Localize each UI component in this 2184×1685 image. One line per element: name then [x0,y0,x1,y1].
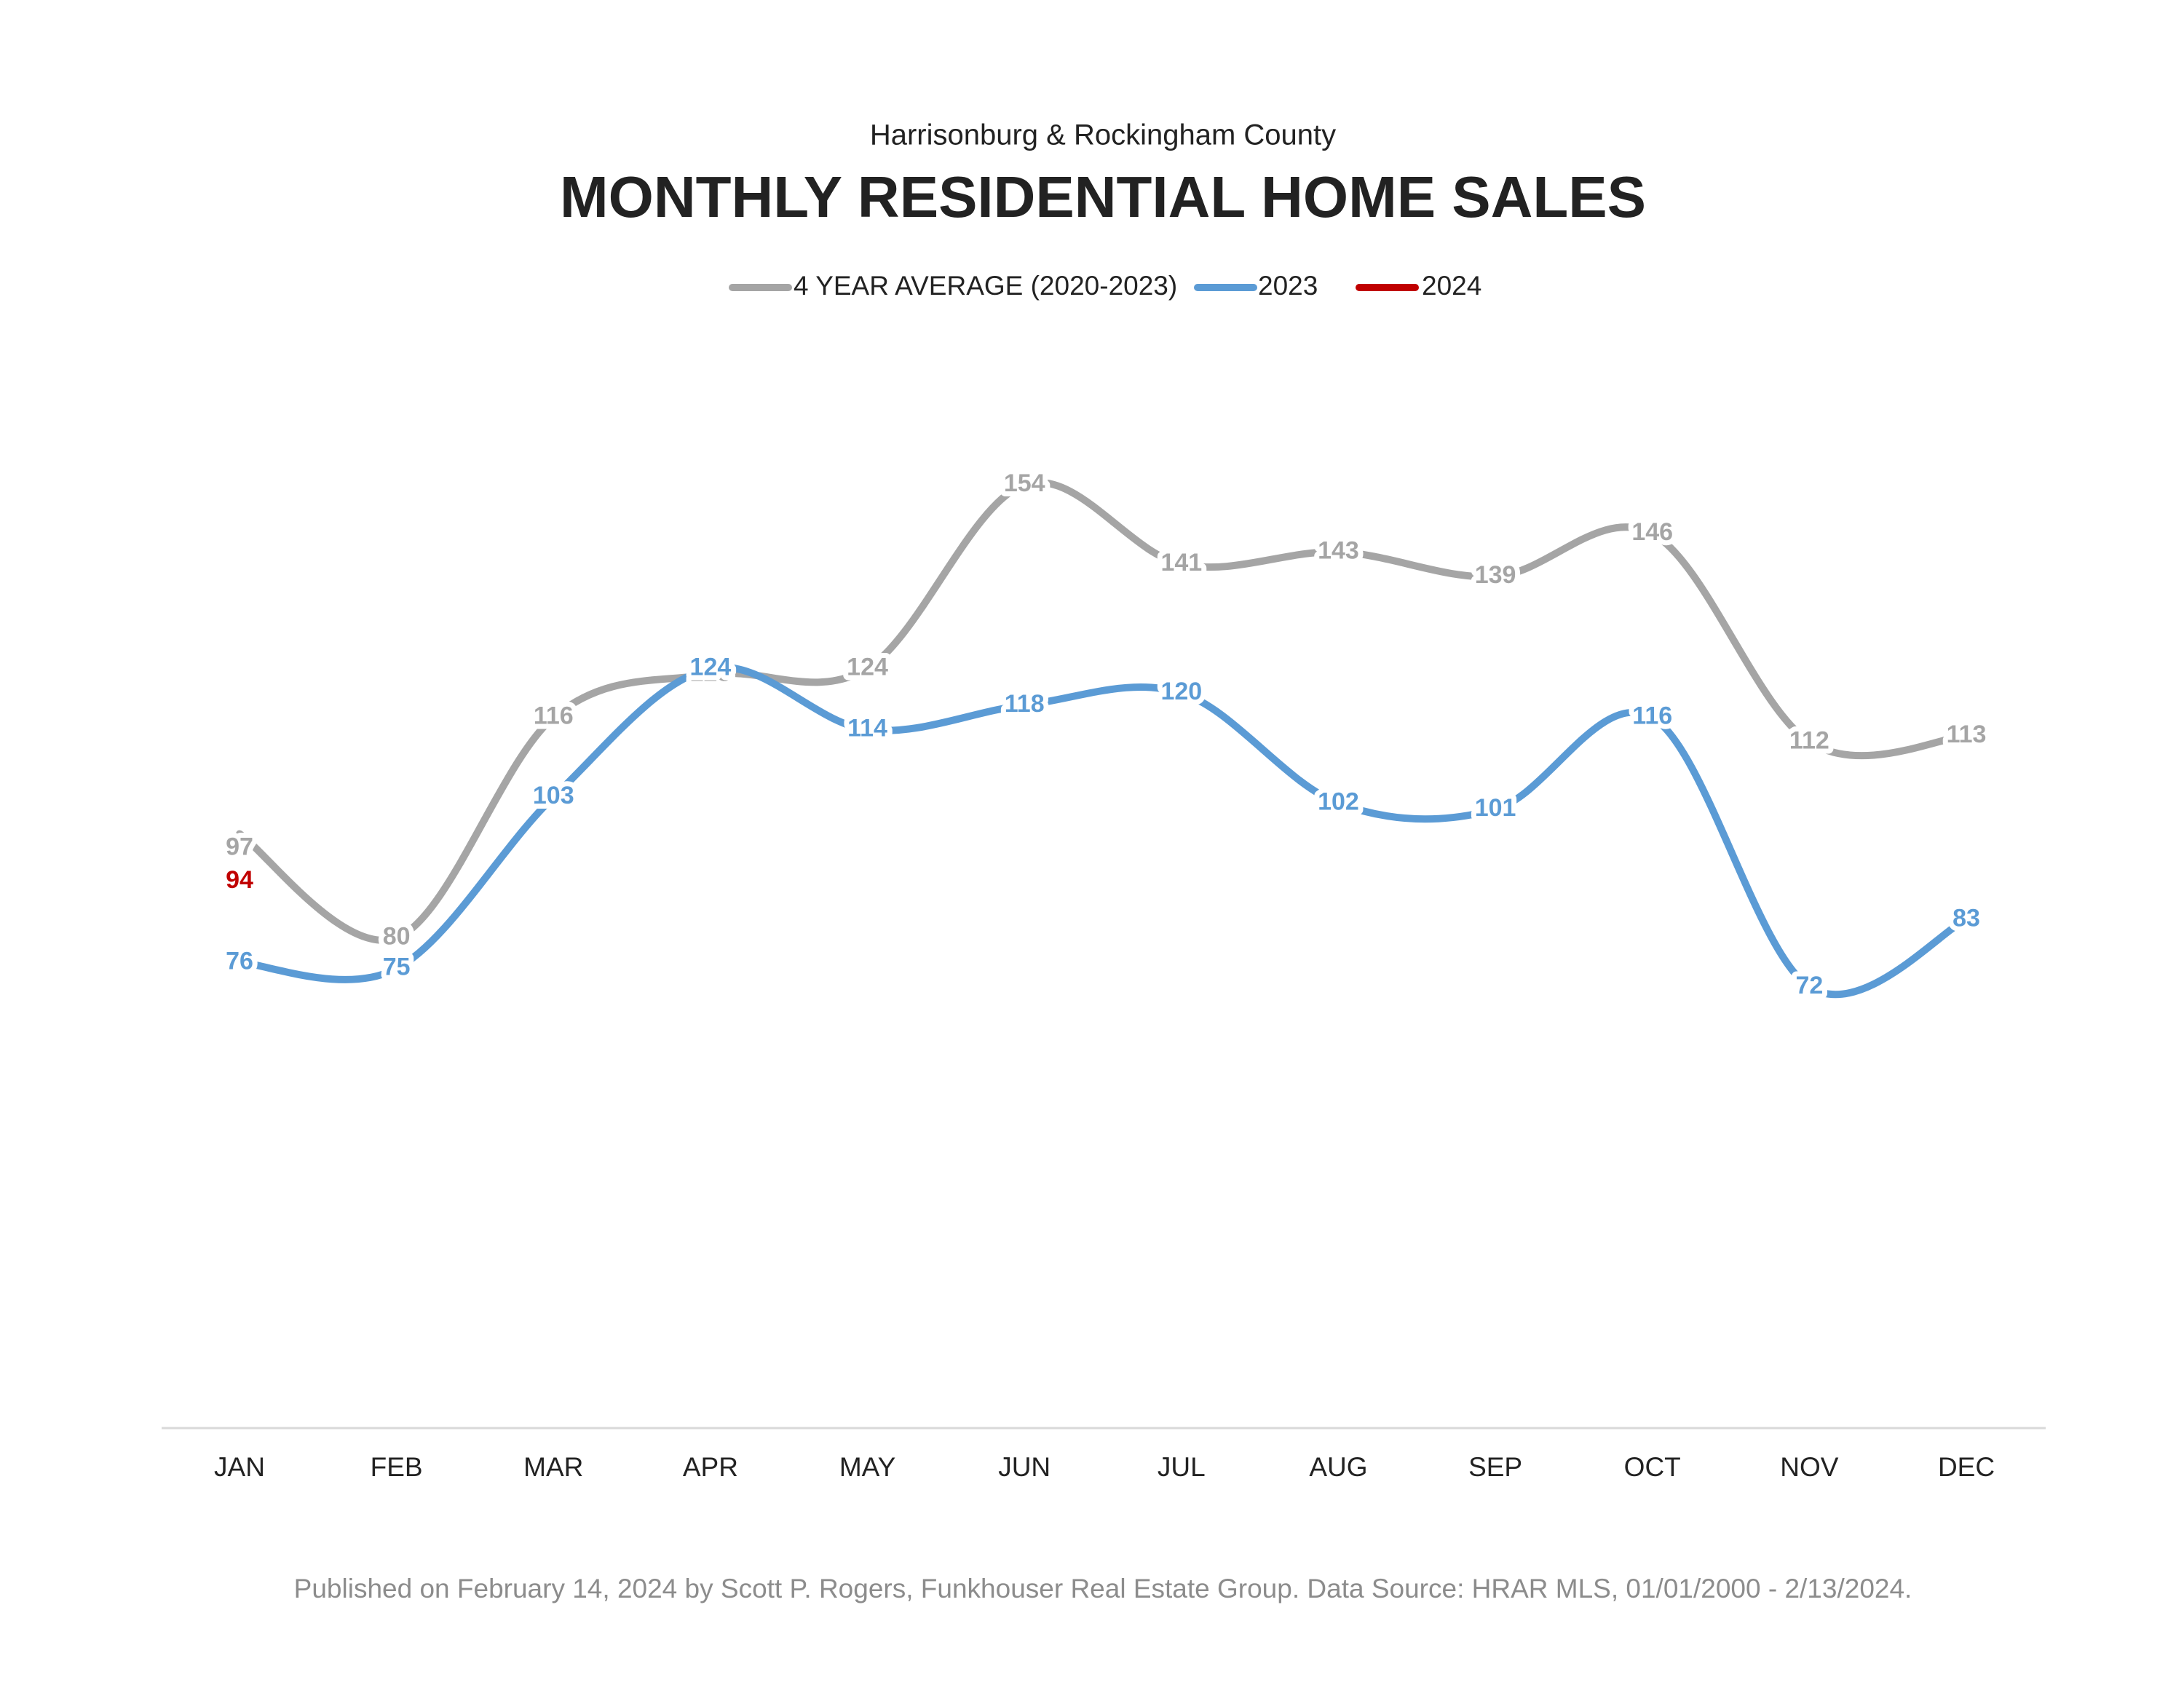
data-label: 103 [533,782,574,809]
data-label: 101 [1475,794,1516,822]
data-label: 124 [690,653,732,681]
data-label: 118 [1005,690,1045,718]
x-tick-label: JAN [214,1452,265,1482]
x-tick-label: FEB [371,1452,423,1482]
x-tick-label: MAY [839,1452,895,1482]
data-label: 139 [1475,561,1516,589]
footer-note: Published on February 14, 2024 by Scott … [294,1574,1912,1603]
data-label: 141 [1160,549,1202,576]
data-label: 146 [1631,518,1673,546]
x-tick-label: NOV [1780,1452,1839,1482]
series-line [236,478,1970,944]
data-label: 116 [1632,702,1672,730]
legend-label: 4 YEAR AVERAGE (2020-2023) [794,271,1177,301]
legend-label: 2024 [1422,271,1481,301]
x-tick-label: APR [683,1452,738,1482]
chart-subtitle: Harrisonburg & Rockingham County [870,119,1336,151]
x-tick-label: MAR [523,1452,583,1482]
x-tick-label: JUL [1158,1452,1206,1482]
data-label: 123 [690,659,732,687]
data-label: 124 [847,653,888,681]
data-label: 102 [1318,788,1359,815]
series-point [236,848,243,856]
data-label: 154 [1004,469,1045,497]
x-tick-label: JUN [998,1452,1051,1482]
x-tick-label: DEC [1938,1452,1995,1482]
data-label: 76 [226,947,253,975]
data-label: 112 [1789,726,1829,754]
data-label: 113 [1947,721,1987,748]
x-tick-label: SEP [1468,1452,1522,1482]
data-label: 143 [1318,536,1359,564]
data-label: 72 [1795,972,1823,999]
data-label: 97 [226,833,253,861]
x-tick-label: OCT [1624,1452,1681,1482]
data-label: 114 [847,714,887,742]
data-label: 83 [1952,904,1980,932]
data-label: 120 [1160,678,1202,705]
data-label: 116 [534,702,574,730]
data-label: 75 [383,953,411,981]
series-line [236,663,1970,999]
legend-label: 2023 [1258,271,1318,301]
chart-title: MONTHLY RESIDENTIAL HOME SALES [560,164,1646,229]
x-tick-label: AUG [1309,1452,1367,1482]
data-label: 80 [383,923,411,951]
data-label: 94 [226,866,253,894]
